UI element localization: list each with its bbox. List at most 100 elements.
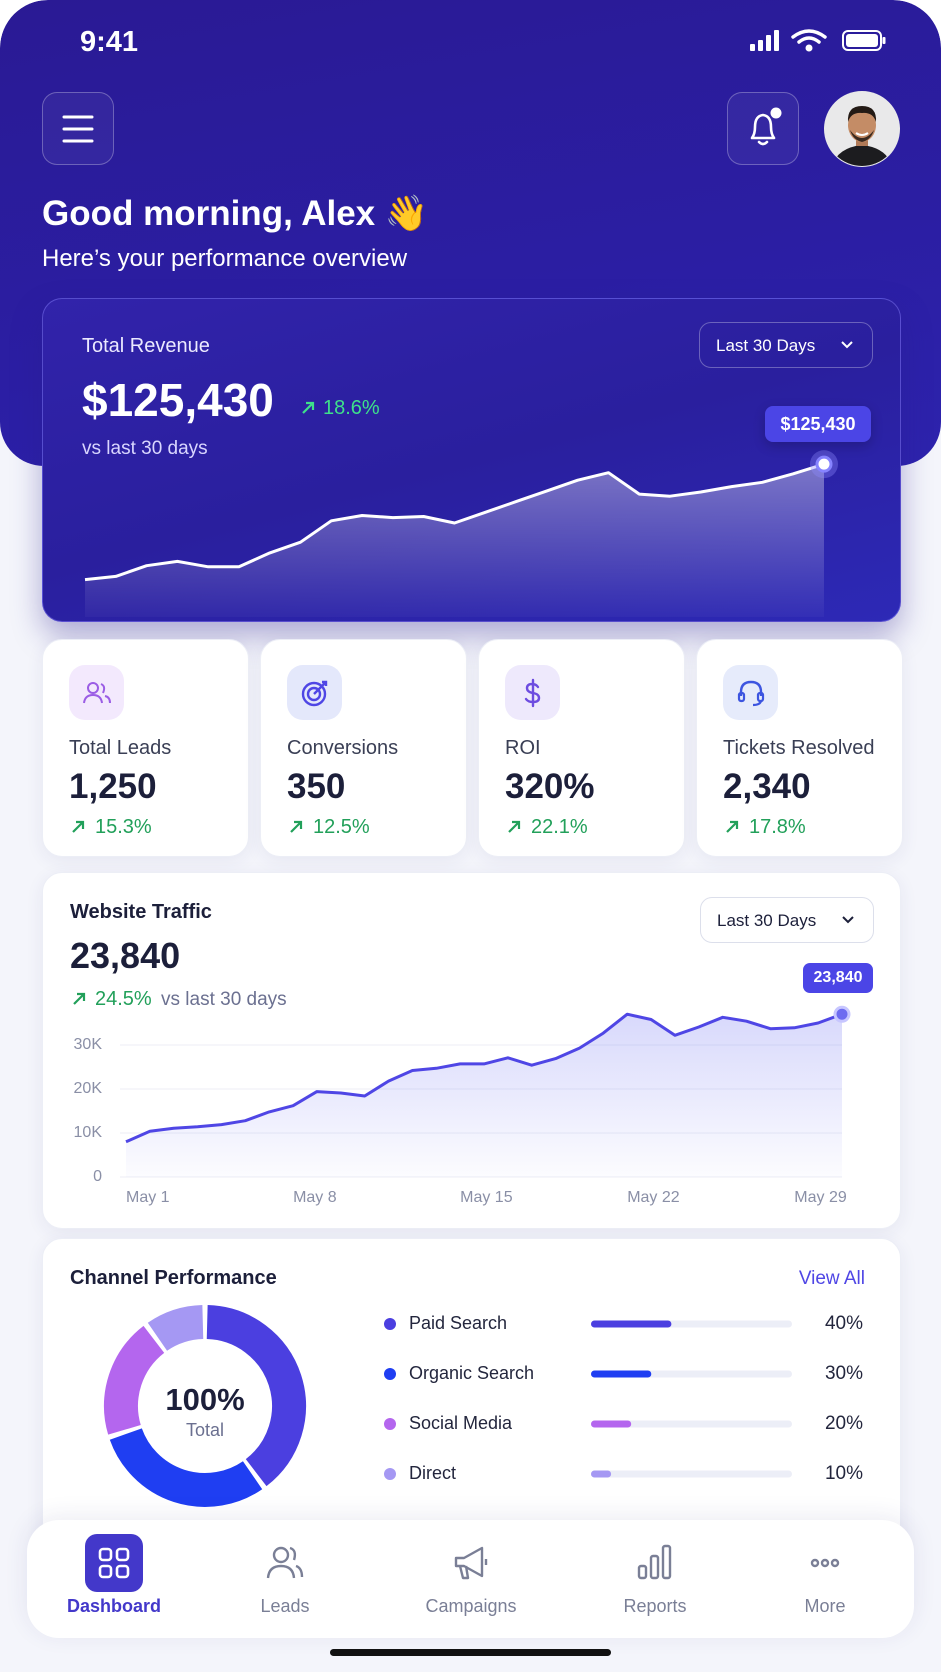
end-point: [815, 455, 833, 473]
up-arrow: [726, 820, 739, 833]
status-icons: [750, 29, 886, 52]
home-indicator: [330, 1649, 611, 1656]
donut-center-label: 100%: [165, 1382, 245, 1417]
channel-bar: [591, 1420, 632, 1428]
bar-track: [591, 1470, 792, 1478]
comparison: vs last 30 days: [82, 438, 208, 459]
traffic-value: 23,840: [70, 935, 181, 976]
metric-label: Total Leads: [69, 737, 172, 759]
up-arrow: [302, 401, 315, 414]
up-arrow: [508, 820, 521, 833]
nav-item[interactable]: More: [755, 1520, 895, 1638]
metric-change: 15.3%: [95, 816, 152, 838]
trend-line: [84, 462, 825, 582]
nav-item[interactable]: Leads: [215, 1520, 355, 1638]
channel-label: Organic Search: [409, 1363, 534, 1383]
channel-label: Paid Search: [409, 1313, 507, 1333]
nav-label: Reports: [623, 1596, 687, 1616]
metric-label: Tickets Resolved: [723, 737, 875, 759]
comparison: vs last 30 days: [161, 989, 287, 1010]
revenue-callout: $125,430: [765, 406, 871, 442]
nav-label: Campaigns: [425, 1596, 517, 1616]
legend-dot: [384, 1468, 396, 1480]
nav-label: Leads: [260, 1596, 310, 1616]
range-dropdown[interactable]: Last 30 Days: [699, 322, 873, 368]
legend-dot: [384, 1318, 396, 1330]
callout-label: 23,840: [813, 969, 863, 986]
donut-segment: [147, 1305, 204, 1352]
channel-bar: [591, 1470, 612, 1478]
donut-segment: [109, 1427, 263, 1507]
donut-segment: [104, 1325, 165, 1435]
metric-value: 2,340: [723, 767, 811, 806]
channel-bar: [591, 1320, 672, 1328]
metric-value: 1,250: [69, 767, 157, 806]
avatar[interactable]: [823, 90, 901, 168]
area-fill: [85, 464, 824, 617]
y-tick-label: 30K: [74, 1036, 103, 1053]
x-tick-label: May 1: [126, 1189, 170, 1206]
metric-card: ROI 320% 22.1%: [478, 639, 685, 857]
channel-percent: 30%: [825, 1363, 863, 1384]
channel-label: Social Media: [409, 1413, 513, 1433]
view-all-link[interactable]: View All: [798, 1268, 865, 1289]
menu-button[interactable]: [42, 92, 114, 165]
status-time: 9:41: [80, 26, 139, 58]
up-arrow: [290, 820, 303, 833]
up-arrow: [73, 992, 86, 1005]
nav-label: Dashboard: [66, 1596, 162, 1616]
subtitle: Here’s your performance overview: [42, 245, 408, 272]
metric-card: Total Leads 1,250 15.3%: [42, 639, 249, 857]
traffic-line: [125, 1012, 843, 1144]
legend-dot: [384, 1368, 396, 1380]
metric-value: 350: [287, 767, 346, 806]
donut-segment: [206, 1305, 306, 1487]
metric-label: Conversions: [287, 737, 399, 759]
range-label: Last 30 Days: [716, 336, 816, 355]
donut-center-sublabel: Total: [185, 1420, 225, 1440]
y-tick-label: 10K: [74, 1124, 103, 1141]
x-tick-label: May 22: [627, 1189, 680, 1206]
nav-item[interactable]: Campaigns: [401, 1520, 541, 1638]
x-tick-label: May 8: [293, 1189, 337, 1206]
y-tick-label: 20K: [74, 1080, 103, 1097]
greeting: Good morning, Alex 👋: [42, 194, 429, 233]
notification-button[interactable]: [727, 92, 799, 165]
x-tick-label: May 29: [794, 1189, 847, 1206]
area-fill: [126, 1014, 842, 1177]
y-tick-label: 0: [93, 1168, 102, 1185]
legend-dot: [384, 1418, 396, 1430]
channel-bar: [591, 1370, 652, 1378]
range-dropdown[interactable]: Last 30 Days: [700, 897, 874, 943]
card-title: Channel Performance: [70, 1267, 277, 1289]
channel-label: Direct: [409, 1463, 456, 1483]
channel-percent: 10%: [825, 1463, 863, 1484]
range-label: Last 30 Days: [717, 911, 817, 930]
channel-percent: 40%: [825, 1313, 863, 1334]
channel-percent: 20%: [825, 1413, 863, 1434]
callout-label: $125,430: [780, 414, 856, 434]
bar-track: [591, 1420, 792, 1428]
up-arrow: [72, 820, 85, 833]
x-tick-label: May 15: [460, 1189, 513, 1206]
metric-value: 320%: [505, 767, 595, 806]
metric-card: Conversions 350 12.5%: [260, 639, 467, 857]
nav-label: More: [804, 1596, 846, 1616]
revenue-change: 18.6%: [323, 397, 380, 419]
metric-change: 22.1%: [531, 816, 588, 838]
metric-label: ROI: [505, 737, 541, 759]
metric-change: 12.5%: [313, 816, 370, 838]
nav-item[interactable]: Dashboard: [44, 1520, 184, 1638]
metric-change: 17.8%: [749, 816, 806, 838]
metric-card: Tickets Resolved 2,340 17.8%: [696, 639, 903, 857]
card-title: Total Revenue: [82, 335, 210, 357]
traffic-change: 24.5%: [95, 988, 152, 1010]
card-title: Website Traffic: [70, 901, 212, 923]
revenue-value: $125,430: [82, 374, 274, 426]
nav-item[interactable]: Reports: [585, 1520, 725, 1638]
bottom-nav: Dashboard Leads Campaigns Reports More: [27, 1520, 914, 1638]
end-point: [833, 1005, 851, 1023]
traffic-callout: 23,840: [803, 963, 873, 993]
